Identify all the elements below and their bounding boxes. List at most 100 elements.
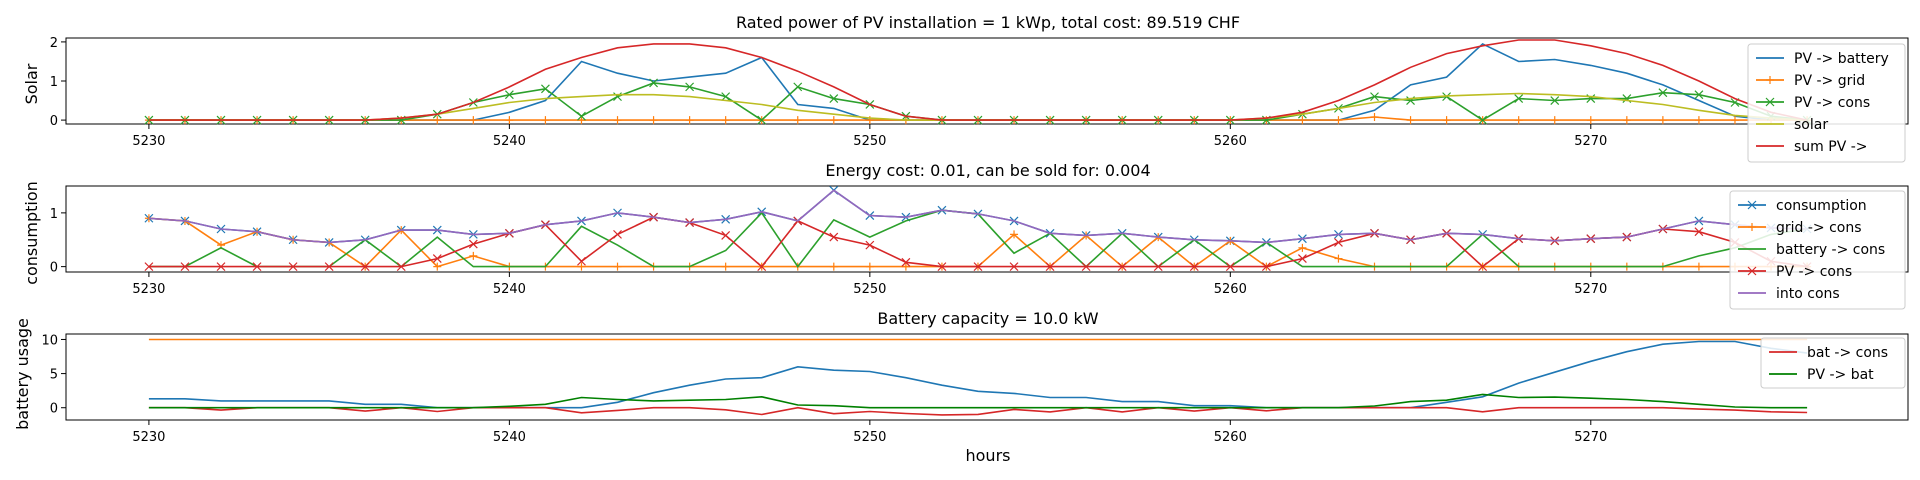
solar-panel-point-pv-grid	[1406, 116, 1415, 125]
solar-panel-point-pv-grid	[829, 116, 838, 125]
consumption-panel-point-pv-cons	[360, 262, 370, 272]
consumption-panel-point-pv-cons	[1117, 262, 1127, 272]
consumption-panel-point-pv-cons	[1225, 262, 1235, 272]
solar-panel-legend: PV -> battery PV -> grid PV -> cons solar su…	[1747, 43, 1906, 163]
battery-panel-line-pv-bat	[148, 393, 1808, 409]
solar-panel-legend-marker	[1766, 76, 1774, 84]
consumption-panel-point-pv-cons	[180, 262, 190, 272]
battery-panel-legend: bat -> cons PV -> bat	[1760, 337, 1906, 389]
consumption-panel-ytick-label: 1	[50, 207, 58, 222]
solar-panel-point-pv-cons	[1370, 92, 1379, 102]
solar-panel-ytick-label: 2	[50, 36, 58, 51]
solar-panel-axes: 5230 5240 5250 5260 5270 0 1 2	[50, 36, 1608, 149]
solar-panel-point-pv-cons	[541, 84, 550, 94]
solar-panel-point-pv-grid	[1730, 116, 1739, 125]
consumption-panel-point-pv-cons	[1478, 262, 1488, 272]
consumption-panel-point-grid-cons	[469, 251, 478, 260]
consumption-panel-point-pv-cons	[144, 262, 154, 272]
consumption-panel-point-grid-cons	[1334, 254, 1343, 263]
solar-panel-point-pv-grid	[577, 116, 586, 125]
consumption-panel-title: Energy cost: 0.01, can be sold for: 0.00…	[825, 161, 1150, 180]
solar-panel-point-pv-grid	[1514, 116, 1523, 125]
solar-panel-plot	[144, 39, 1812, 125]
solar-panel-line-sum-pv	[148, 39, 1808, 121]
consumption-panel-point-pv-cons	[216, 262, 226, 272]
battery-panel-line-bat-cons	[148, 406, 1808, 416]
consumption-panel-legend-label: consumption	[1776, 198, 1867, 214]
solar-panel-ytick-label: 1	[50, 75, 58, 90]
solar-panel-point-pv-grid	[1694, 116, 1703, 125]
consumption-panel-point-grid-cons	[829, 262, 838, 271]
consumption-panel-point-pv-cons	[1153, 262, 1163, 272]
solar-panel-point-pv-cons	[504, 90, 514, 100]
consumption-panel-point-pv-cons	[865, 240, 875, 250]
consumption-panel-point-grid-cons	[901, 262, 910, 271]
consumption-panel-point-pv-cons	[252, 262, 262, 272]
solar-panel-point-pv-grid	[541, 116, 550, 125]
consumption-panel-axes: 5230 5240 5250 5260 5270 0 1	[50, 207, 1608, 297]
consumption-panel-point-grid-cons	[613, 262, 622, 271]
consumption-panel-point-pv-cons	[1045, 262, 1055, 272]
solar-panel-legend-marker	[1765, 97, 1775, 107]
solar-panel-point-pv-grid	[613, 116, 622, 125]
consumption-panel-point-pv-cons	[577, 256, 586, 266]
battery-panel-line-series-0	[148, 340, 1808, 409]
battery-panel-legend-label: PV -> bat	[1807, 367, 1874, 383]
consumption-panel-legend-label: battery -> cons	[1776, 242, 1885, 258]
consumption-panel-point-grid-cons	[721, 262, 730, 271]
consumption-panel-point-pv-cons	[432, 254, 442, 263]
solar-panel-point-pv-grid	[1442, 116, 1451, 125]
solar-panel-point-pv-cons	[1478, 115, 1488, 125]
solar-panel-xtick-label: 5260	[1214, 134, 1247, 149]
solar-panel-xtick-label: 5230	[132, 134, 165, 149]
consumption-panel-point-pv-cons	[1189, 262, 1199, 272]
solar-panel-point-pv-grid	[793, 116, 802, 125]
consumption-panel-point-pv-cons	[1081, 262, 1091, 272]
solar-panel-point-pv-cons	[1514, 94, 1524, 104]
consumption-panel-point-pv-cons	[1334, 238, 1343, 247]
solar-panel-point-pv-grid	[469, 116, 478, 125]
consumption-panel-legend-label: grid -> cons	[1776, 220, 1862, 236]
consumption-panel-legend-marker	[1748, 223, 1756, 231]
solar-panel-point-pv-cons	[757, 115, 767, 125]
solar-panel-point-pv-grid	[505, 116, 514, 125]
consumption-panel-point-pv-cons	[1694, 227, 1704, 237]
solar-panel-point-pv-grid	[1658, 116, 1667, 125]
battery-panel-ylabel: battery usage	[13, 318, 32, 430]
solar-panel-point-pv-cons	[577, 111, 586, 121]
consumption-panel-legend-label: into cons	[1776, 286, 1840, 302]
solar-panel-legend-label: sum PV ->	[1794, 139, 1868, 155]
consumption-panel-point-pv-cons	[1261, 262, 1271, 272]
consumption-panel-point-grid-cons	[1298, 243, 1307, 252]
consumption-panel-point-pv-cons	[973, 262, 983, 272]
consumption-panel-point-grid-cons	[433, 262, 442, 271]
solar-panel-point-pv-grid	[721, 116, 730, 125]
battery-panel: Battery capacity = 10.0 kW battery usage…	[13, 309, 1909, 465]
battery-panel-ytick-label: 5	[50, 368, 58, 383]
consumption-panel-plot	[144, 185, 1812, 272]
solar-panel-point-pv-grid	[1622, 116, 1631, 125]
solar-panel-point-pv-cons	[793, 82, 803, 92]
battery-panel-xtick-label: 5260	[1214, 430, 1247, 445]
battery-panel-ytick-label: 0	[50, 402, 58, 417]
consumption-panel-point-pv-cons	[721, 231, 731, 240]
battery-panel-xtick-label: 5240	[493, 430, 526, 445]
solar-panel-point-pv-grid	[1370, 112, 1379, 121]
consumption-panel-ytick-label: 0	[50, 261, 58, 276]
solar-panel-point-pv-grid	[1298, 116, 1307, 125]
consumption-panel-point-pv-cons	[829, 232, 839, 242]
battery-panel-plot	[148, 338, 1808, 416]
consumption-panel-point-pv-cons	[757, 262, 767, 272]
battery-panel-ytick-label: 10	[41, 333, 58, 348]
solar-panel-point-pv-cons	[721, 92, 731, 102]
solar-panel-legend-label: solar	[1794, 117, 1828, 133]
consumption-panel-frame	[65, 185, 1909, 273]
consumption-panel: Energy cost: 0.01, can be sold for: 0.00…	[22, 161, 1909, 310]
solar-panel-point-pv-cons	[649, 78, 658, 88]
battery-panel-xtick-label: 5230	[132, 430, 165, 445]
consumption-panel-xtick-label: 5250	[853, 282, 886, 297]
solar-panel-point-pv-grid	[685, 116, 694, 125]
consumption-panel-point-pv-cons	[901, 257, 911, 267]
